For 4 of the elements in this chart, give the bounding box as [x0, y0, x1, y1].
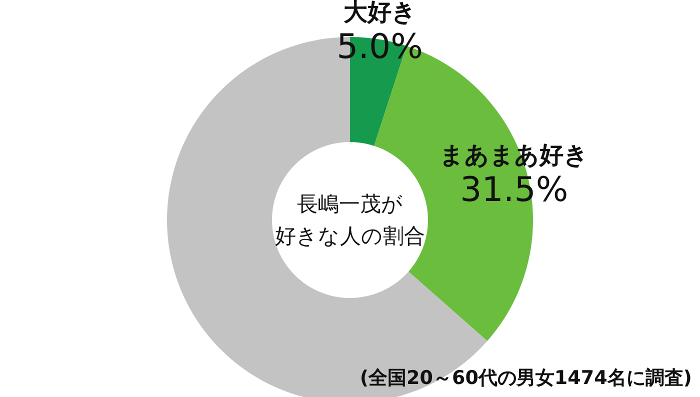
text: 長嶋一茂が — [296, 191, 404, 218]
text: 好きな人の割合 — [274, 223, 426, 250]
slice-label: 大好き — [342, 0, 418, 28]
text: (全国20～60代の男女1474名に調査) — [360, 366, 692, 391]
